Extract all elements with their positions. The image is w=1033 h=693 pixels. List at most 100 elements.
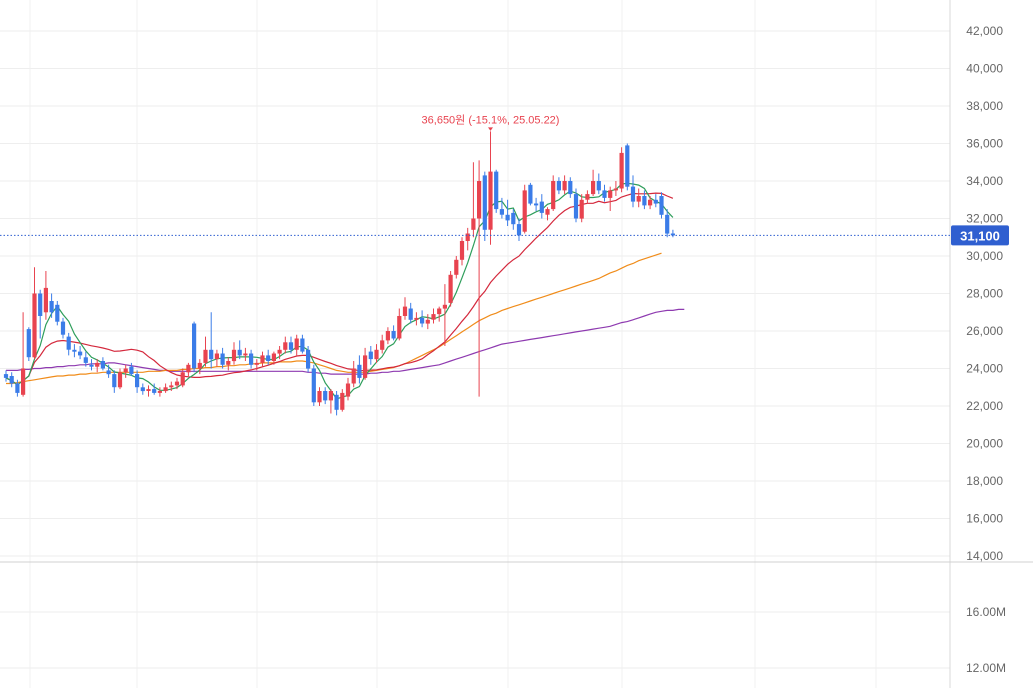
candle (499, 197, 504, 219)
candle (642, 190, 647, 210)
ma5-line (5, 182, 674, 400)
price-tick-label: 14,000 (966, 549, 1003, 563)
candle-body (670, 233, 675, 236)
candle-body (482, 175, 487, 230)
candle (192, 321, 197, 373)
candle-body (431, 314, 436, 320)
candle (43, 271, 48, 320)
candle-body (499, 209, 504, 215)
candle-body (249, 353, 254, 365)
candle (254, 359, 259, 371)
candle-body (243, 353, 248, 356)
candle (648, 196, 653, 210)
candle-body (516, 224, 522, 236)
candle (186, 362, 191, 376)
candle-body (43, 287, 48, 313)
price-axis: 42,000 40,000 38,000 36,000 34,000 32,000 30,0… (966, 24, 1003, 563)
candle-body (414, 317, 419, 320)
candle (579, 194, 584, 223)
candle-body (585, 194, 590, 200)
price-tick-label: 30,000 (966, 249, 1003, 263)
candle (368, 346, 373, 365)
candle (140, 383, 145, 395)
candle-body (505, 214, 510, 221)
candle-body (209, 349, 214, 360)
candle-body (140, 387, 145, 392)
candle (328, 389, 333, 414)
candle-body (653, 199, 658, 204)
candle-body (300, 338, 305, 352)
candle (630, 175, 636, 208)
candle-body (231, 349, 237, 362)
candle-body (551, 181, 556, 210)
candle (174, 377, 180, 390)
candle (511, 209, 516, 230)
candle-body (562, 181, 567, 191)
candle-body (294, 338, 299, 350)
candle-body (613, 188, 618, 191)
candle (431, 308, 436, 324)
candle-body (89, 364, 94, 367)
candle (573, 188, 579, 223)
candle (311, 364, 316, 406)
price-tick-label: 20,000 (966, 437, 1003, 451)
candle (345, 377, 351, 401)
candle (306, 346, 311, 373)
candle (78, 346, 83, 360)
candle (471, 162, 476, 238)
candle-body (539, 201, 544, 213)
candle (556, 177, 561, 195)
candle (653, 194, 658, 208)
candle (123, 364, 128, 378)
candle (420, 310, 425, 328)
candle (659, 192, 664, 219)
candle (300, 334, 305, 354)
candle-body (55, 304, 60, 322)
candle (266, 349, 271, 365)
candle-body (283, 342, 288, 350)
candle (260, 351, 265, 367)
price-tick-label: 16,000 (966, 512, 1003, 526)
candle-body (488, 171, 493, 230)
candle (209, 312, 214, 369)
candle (214, 349, 219, 367)
candle (522, 184, 527, 234)
candle (100, 357, 105, 371)
candle (414, 312, 419, 326)
candle-body (186, 364, 191, 373)
candle (226, 357, 231, 371)
candle (169, 381, 174, 391)
candle-body (21, 368, 26, 395)
candle (505, 199, 510, 226)
candle-body (26, 329, 31, 358)
candle (602, 184, 607, 202)
candle (397, 308, 402, 341)
candle-body (78, 351, 83, 356)
candle-body (266, 355, 271, 361)
candle (60, 317, 66, 339)
candle-body (579, 199, 584, 219)
candle-body (573, 194, 579, 219)
current-price-label: 31,100 (960, 228, 1000, 243)
candle-body (152, 389, 157, 393)
candle-body (146, 389, 151, 391)
candle (591, 169, 596, 196)
candle-body (368, 351, 373, 360)
candle (665, 209, 670, 238)
candle-body (471, 218, 476, 230)
candle (613, 181, 618, 196)
candle-body (49, 301, 54, 313)
candle-body (83, 357, 88, 363)
candle (465, 227, 470, 251)
candle (146, 385, 151, 397)
candle (551, 175, 556, 211)
candle-body (648, 199, 653, 206)
candle (380, 334, 385, 354)
price-tick-label: 38,000 (966, 99, 1003, 113)
candle (545, 207, 550, 221)
candle (568, 177, 573, 198)
candle (180, 368, 185, 388)
candle-body (591, 181, 596, 195)
